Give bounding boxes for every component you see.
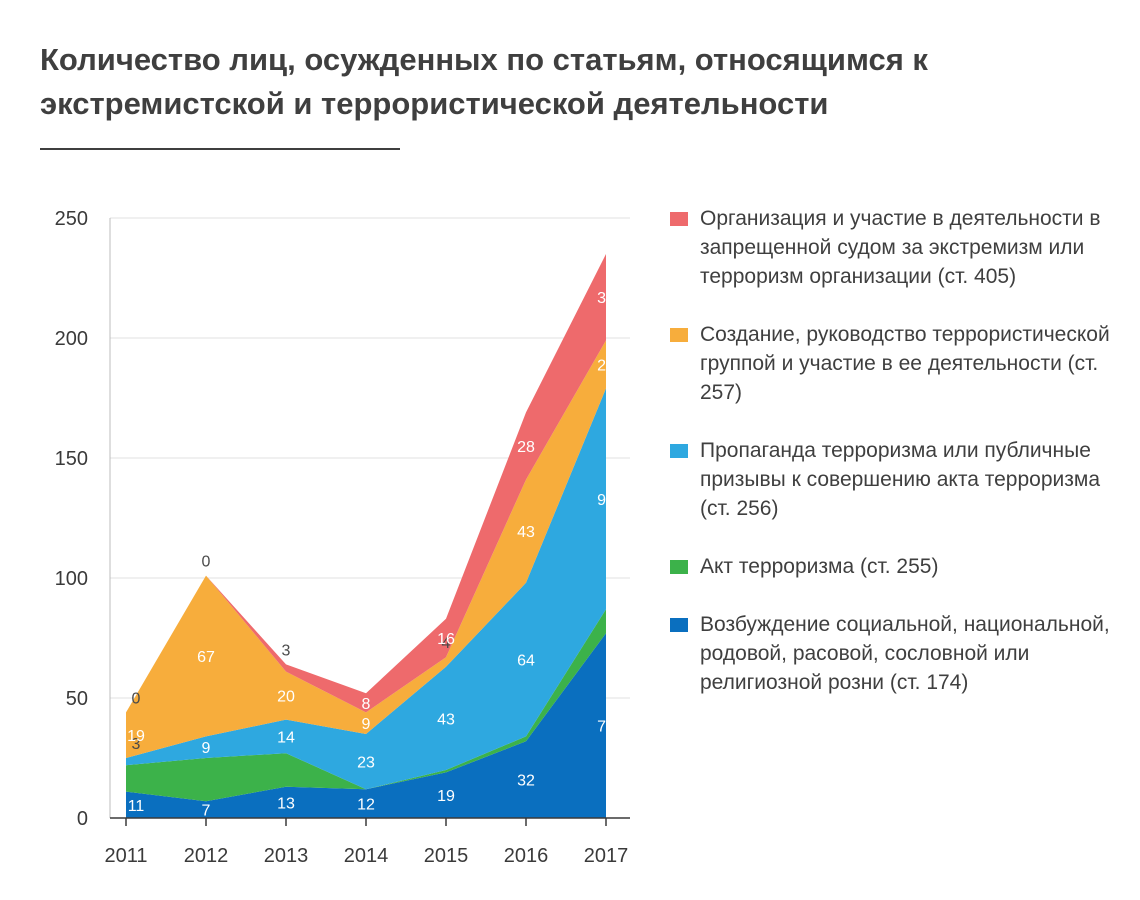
data-label: 20: [597, 357, 615, 374]
data-label: 4: [442, 635, 451, 652]
data-label: 3: [132, 736, 141, 753]
x-tick-label: 2011: [104, 845, 147, 867]
legend-item: Акт терроризма (ст. 255): [670, 552, 1120, 581]
legend-item: Создание, руководство террористической г…: [670, 320, 1120, 407]
data-label: 67: [197, 649, 215, 666]
data-label: 0: [132, 690, 141, 707]
data-label: 9: [202, 740, 211, 757]
data-label: 11: [128, 798, 145, 815]
data-label: 43: [437, 711, 455, 728]
data-label: 92: [597, 492, 615, 509]
data-label: 16: [437, 631, 455, 648]
y-tick-label: 100: [55, 568, 88, 590]
chart-title: Количество лиц, осужденных по статьям, о…: [40, 42, 928, 121]
title-underline: [40, 148, 400, 150]
area-series-1: [126, 633, 606, 818]
legend-swatch: [670, 560, 688, 574]
data-label: 28: [517, 439, 535, 456]
data-label: 7: [202, 803, 211, 820]
x-tick-label: 2015: [424, 845, 469, 867]
legend-item: Пропаганда терроризма или публичные приз…: [670, 436, 1120, 523]
data-label: 32: [517, 773, 535, 790]
area-series-3: [126, 388, 606, 790]
legend-label: Возбуждение социальной, национальной, ро…: [700, 613, 1110, 694]
legend-swatch: [670, 328, 688, 342]
data-label: 9: [362, 716, 371, 733]
data-label: 14: [277, 729, 295, 746]
area-series-4: [126, 340, 606, 758]
data-label: 12: [357, 797, 375, 814]
data-label: 64: [517, 653, 535, 670]
data-label: 3: [282, 642, 291, 659]
data-label: 19: [437, 788, 455, 805]
area-series-5: [126, 254, 606, 713]
y-tick-label: 50: [66, 688, 88, 710]
data-label: 43: [517, 524, 535, 541]
legend-item: Организация и участие в деятельности в з…: [670, 204, 1120, 291]
data-label: 19: [127, 728, 145, 745]
legend-swatch: [670, 212, 688, 226]
x-tick-label: 2014: [344, 845, 389, 867]
legend-swatch: [670, 444, 688, 458]
data-label: 20: [277, 689, 295, 706]
x-tick-label: 2012: [184, 845, 229, 867]
data-label: 8: [362, 696, 371, 713]
data-label: 36: [597, 290, 615, 307]
legend-swatch: [670, 618, 688, 632]
x-tick-label: 2017: [584, 845, 629, 867]
legend-label: Создание, руководство террористической г…: [700, 323, 1110, 404]
legend-label: Организация и участие в деятельности в з…: [700, 207, 1101, 288]
data-label: 0: [202, 554, 211, 571]
y-tick-label: 0: [77, 808, 88, 830]
data-label: 13: [277, 795, 295, 812]
legend-label: Акт терроризма (ст. 255): [700, 555, 939, 578]
x-tick-label: 2013: [264, 845, 309, 867]
y-tick-label: 250: [55, 208, 88, 230]
legend-label: Пропаганда терроризма или публичные приз…: [700, 439, 1100, 520]
data-label: 77: [597, 719, 615, 736]
data-label: 23: [357, 755, 375, 772]
y-tick-label: 200: [55, 328, 88, 350]
y-tick-label: 150: [55, 448, 88, 470]
legend-item: Возбуждение социальной, национальной, ро…: [670, 610, 1120, 697]
chart-legend: Организация и участие в деятельности в з…: [670, 204, 1120, 697]
x-tick-label: 2016: [504, 845, 549, 867]
